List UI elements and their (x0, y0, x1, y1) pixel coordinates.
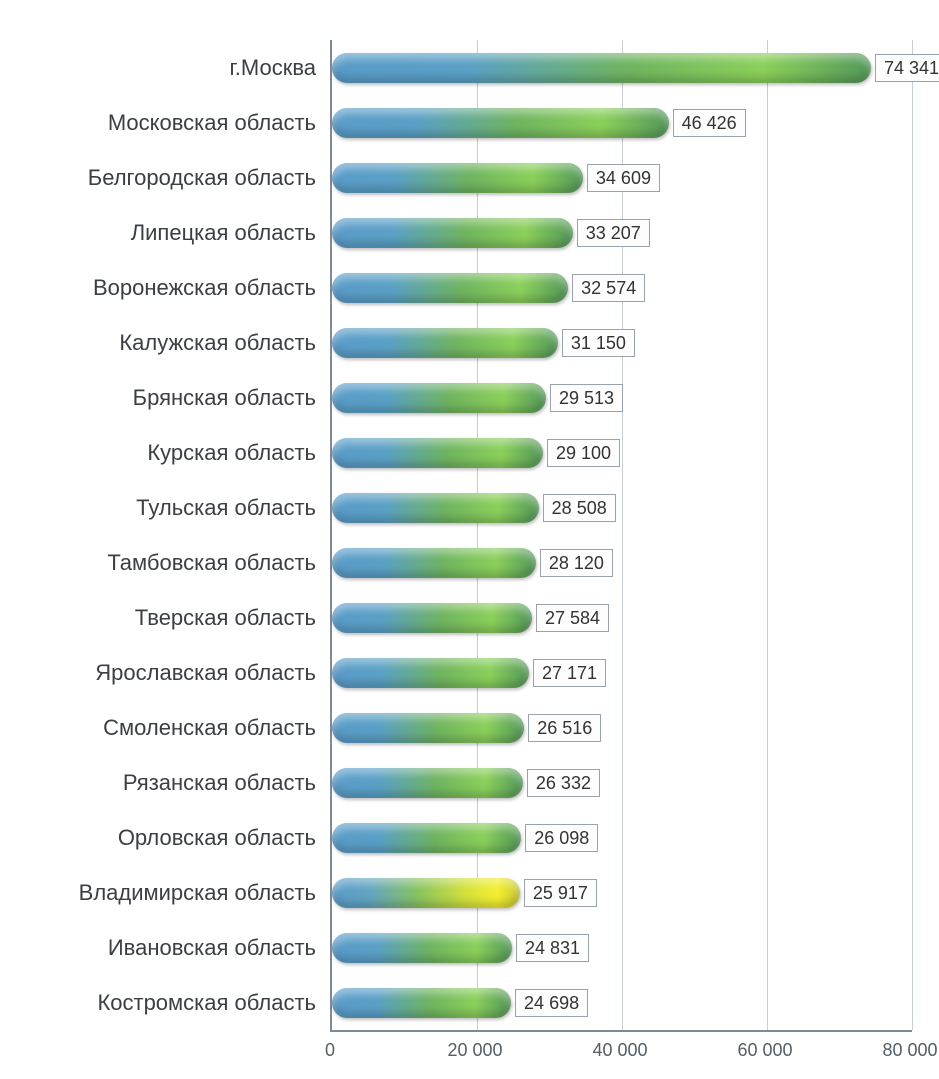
bar (332, 988, 511, 1018)
category-label: Белгородская область (0, 165, 316, 191)
bar (332, 713, 524, 743)
bar (332, 603, 532, 633)
category-label: Калужская область (0, 330, 316, 356)
bar (332, 768, 523, 798)
category-label: Владимирская область (0, 880, 316, 906)
value-label: 24 831 (516, 934, 589, 962)
value-label: 32 574 (572, 274, 645, 302)
value-label: 28 120 (540, 549, 613, 577)
value-label: 27 584 (536, 604, 609, 632)
category-label: Тверская область (0, 605, 316, 631)
value-label: 28 508 (543, 494, 616, 522)
bar (332, 493, 539, 523)
category-label: Костромская область (0, 990, 316, 1016)
x-tick-label: 80 000 (882, 1040, 937, 1061)
category-label: Воронежская область (0, 275, 316, 301)
bar (332, 163, 583, 193)
value-label: 24 698 (515, 989, 588, 1017)
value-label: 25 917 (524, 879, 597, 907)
x-tick-label: 0 (325, 1040, 335, 1061)
value-label: 29 100 (547, 439, 620, 467)
value-label: 33 207 (577, 219, 650, 247)
value-label: 26 098 (525, 824, 598, 852)
bar (332, 53, 871, 83)
category-label: Рязанская область (0, 770, 316, 796)
bar (332, 823, 521, 853)
bar (332, 658, 529, 688)
bar (332, 108, 669, 138)
x-tick-label: 60 000 (737, 1040, 792, 1061)
value-label: 46 426 (673, 109, 746, 137)
category-label: Тульская область (0, 495, 316, 521)
category-label: Орловская область (0, 825, 316, 851)
bar (332, 878, 520, 908)
regions-bar-chart: 0 20 000 40 000 60 000 80 000 г.Москва 74 341 М… (0, 0, 939, 1079)
value-label: 26 516 (528, 714, 601, 742)
category-label: Смоленская область (0, 715, 316, 741)
bar (332, 548, 536, 578)
value-label: 31 150 (562, 329, 635, 357)
bar (332, 933, 512, 963)
category-label: Курская область (0, 440, 316, 466)
category-label: г.Москва (0, 55, 316, 81)
bar (332, 438, 543, 468)
value-label: 74 341 (875, 54, 939, 82)
category-label: Липецкая область (0, 220, 316, 246)
bar (332, 328, 558, 358)
category-label: Московская область (0, 110, 316, 136)
x-tick-label: 20 000 (447, 1040, 502, 1061)
value-label: 26 332 (527, 769, 600, 797)
value-label: 29 513 (550, 384, 623, 412)
category-label: Ярославская область (0, 660, 316, 686)
value-label: 27 171 (533, 659, 606, 687)
x-tick-label: 40 000 (592, 1040, 647, 1061)
gridline (767, 40, 768, 1030)
value-label: 34 609 (587, 164, 660, 192)
bar (332, 273, 568, 303)
gridline (912, 40, 913, 1030)
category-label: Тамбовская область (0, 550, 316, 576)
bar (332, 383, 546, 413)
category-label: Ивановская область (0, 935, 316, 961)
bar (332, 218, 573, 248)
category-label: Брянская область (0, 385, 316, 411)
